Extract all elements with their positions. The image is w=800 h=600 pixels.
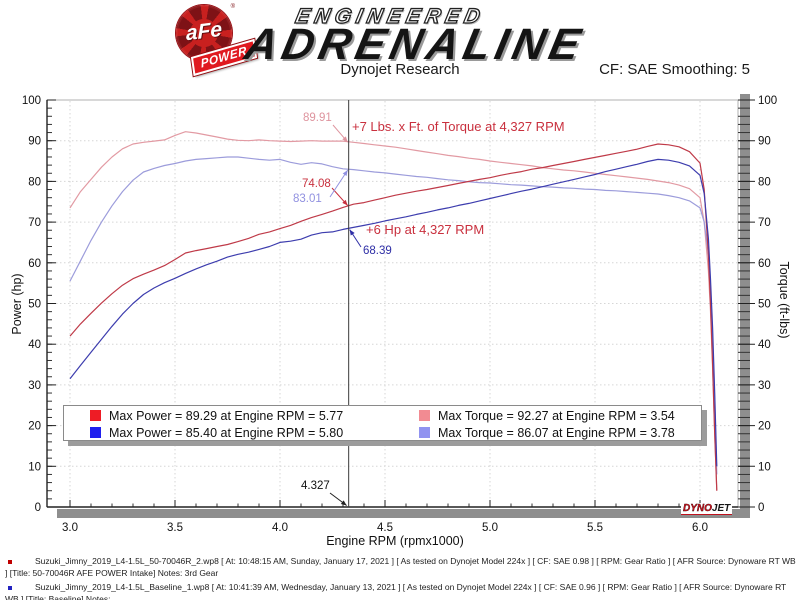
torque-axis-label: Torque (ft-lbs) [777, 261, 791, 339]
callout-power-baseline-value: 68.39 [363, 245, 392, 257]
svg-text:6.0: 6.0 [692, 522, 708, 534]
axis-shadow-bars [57, 94, 750, 518]
footnote-text: Suzuki_Jimny_2019_L4-1.5L_Baseline_1.wp8… [5, 582, 787, 600]
legend-label: Max Power = 89.29 at Engine RPM = 5.77 [109, 408, 344, 423]
cf-smoothing-label: CF: SAE Smoothing: 5 [599, 61, 750, 78]
svg-text:90: 90 [28, 136, 41, 148]
curve-torque_afe [69, 131, 718, 491]
rpm-axis-label: Engine RPM (rpmx1000) [326, 534, 464, 548]
callout-torque-gain: +7 Lbs. x Ft. of Torque at 4,327 RPM [352, 119, 565, 134]
svg-text:4.5: 4.5 [377, 522, 393, 534]
svg-text:0: 0 [35, 502, 41, 514]
curve-power_afe [69, 143, 718, 491]
svg-text:70: 70 [28, 217, 41, 229]
legend-swatch-lightblue-icon [419, 427, 430, 438]
afe-logo-text: aFe [185, 17, 223, 46]
curves-layer [69, 131, 718, 491]
adrenaline-text: ADRENALINE [240, 20, 590, 69]
svg-text:100: 100 [22, 95, 41, 107]
legend-swatch-blue-icon [90, 427, 101, 438]
axis-lines [46, 100, 738, 508]
callout-cursor-rpm: 4.327 [301, 480, 330, 492]
callout-hp-gain: +6 Hp at 4,327 RPM [366, 222, 485, 237]
svg-text:100: 100 [758, 95, 777, 107]
legend-swatch-red-icon [90, 410, 101, 421]
svg-text:10: 10 [28, 461, 41, 473]
annotation-arrows [329, 124, 362, 506]
legend-label: Max Torque = 86.07 at Engine RPM = 3.78 [438, 425, 675, 440]
svg-text:40: 40 [758, 339, 771, 351]
svg-text:70: 70 [758, 217, 771, 229]
svg-text:40: 40 [28, 339, 41, 351]
footnote-text: Suzuki_Jimny_2019_L4-1.5L_50-70046R_2.wp… [5, 556, 796, 578]
dynojet-logo-dyno: DYNO [683, 503, 712, 514]
svg-text:5.0: 5.0 [482, 522, 498, 534]
callout-power-afe-value: 74.08 [302, 178, 331, 190]
afe-power-logo-icon: aFe ® POWER [176, 4, 257, 77]
svg-text:30: 30 [28, 380, 41, 392]
legend-swatch-pink-icon [419, 410, 430, 421]
svg-text:80: 80 [758, 176, 771, 188]
svg-text:3.0: 3.0 [62, 522, 78, 534]
dynojet-logo-jet: JET [711, 503, 731, 514]
footnote-baseline-run: Suzuki_Jimny_2019_L4-1.5L_Baseline_1.wp8… [0, 582, 797, 600]
svg-text:20: 20 [758, 421, 771, 433]
registered-mark-icon: ® [230, 4, 235, 10]
bullet-blue-icon [8, 586, 12, 590]
legend-label: Max Torque = 92.27 at Engine RPM = 3.54 [438, 408, 675, 423]
footnote-afe-run: Suzuki_Jimny_2019_L4-1.5L_50-70046R_2.wp… [0, 556, 797, 579]
svg-text:0: 0 [758, 502, 764, 514]
legend-entry-max-power-baseline: Max Power = 85.40 at Engine RPM = 5.80 [90, 426, 419, 440]
svg-text:5.5: 5.5 [587, 522, 603, 534]
curve-power_baseline [69, 158, 718, 467]
svg-text:4.0: 4.0 [272, 522, 288, 534]
svg-text:60: 60 [28, 258, 41, 270]
svg-text:10: 10 [758, 461, 771, 473]
callout-torque-baseline-value: 83.01 [293, 193, 322, 205]
brand-text: ENGINEERED ADRENALINE [240, 4, 593, 69]
svg-text:50: 50 [28, 299, 41, 311]
legend-entry-max-power-afe: Max Power = 89.29 at Engine RPM = 5.77 [90, 409, 419, 423]
svg-text:30: 30 [758, 380, 771, 392]
afe-adrenaline-logo: aFe ® POWER ENGINEERED ADRENALINE [176, 4, 589, 77]
svg-text:3.5: 3.5 [167, 522, 183, 534]
y-axis-ticks: 0 0 10 10 20 20 30 30 40 40 50 50 60 60 70 70 80 80 90 90 10… [22, 95, 777, 514]
svg-text:20: 20 [28, 421, 41, 433]
callout-torque-afe-value: 89.91 [303, 112, 332, 124]
svg-text:50: 50 [758, 299, 771, 311]
dynojet-logo: DYNOJET [681, 503, 733, 515]
legend-entry-max-torque-afe: Max Torque = 92.27 at Engine RPM = 3.54 [419, 409, 701, 423]
legend-entry-max-torque-baseline: Max Torque = 86.07 at Engine RPM = 3.78 [419, 426, 701, 440]
chart-legend: Max Power = 89.29 at Engine RPM = 5.77 M… [63, 405, 702, 441]
curve-torque_baseline [69, 156, 718, 475]
legend-label: Max Power = 85.40 at Engine RPM = 5.80 [109, 425, 344, 440]
svg-text:90: 90 [758, 136, 771, 148]
report-title: Dynojet Research [340, 61, 460, 78]
svg-text:60: 60 [758, 258, 771, 270]
power-axis-label: Power (hp) [10, 273, 24, 335]
x-axis-ticks: 3.0 3.5 4.0 4.5 5.0 5.5 6.0 [62, 500, 722, 534]
svg-text:80: 80 [28, 176, 41, 188]
bullet-red-icon [8, 560, 12, 564]
